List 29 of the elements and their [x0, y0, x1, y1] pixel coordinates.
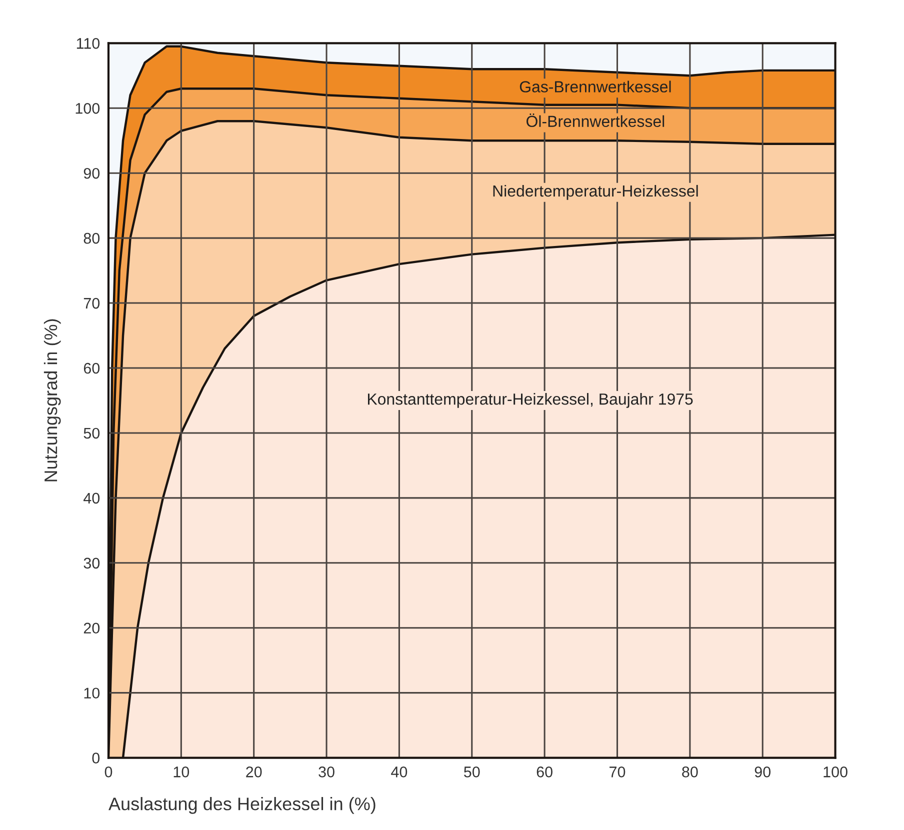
series-label: Niedertemperatur-Heizkessel: [493, 184, 698, 200]
y-tick-label: 90: [84, 168, 100, 179]
y-axis-title: Nutzungsgrad in (%): [44, 319, 61, 482]
series-label: Gas-Brennwertkessel: [520, 80, 671, 92]
y-tick-label: 50: [84, 428, 100, 439]
x-tick-label: 40: [391, 766, 408, 778]
y-tick-label: 40: [84, 492, 100, 504]
y-tick-label: 20: [84, 622, 100, 634]
x-tick-label: 0: [104, 766, 112, 778]
x-tick-label: 70: [610, 766, 626, 778]
x-tick-label: 10: [174, 766, 190, 778]
series-label: Konstanttemperatur-Heizkessel, Baujahr 1975: [368, 393, 693, 408]
x-tick-label: 20: [246, 766, 262, 778]
x-tick-label: 90: [754, 766, 771, 778]
y-tick-label: 60: [84, 362, 100, 374]
y-tick-label: 80: [84, 232, 100, 244]
x-tick-label: 100: [824, 766, 848, 778]
x-tick-label: 30: [318, 766, 334, 778]
x-tick-label: 60: [536, 766, 552, 778]
y-tick-label: 110: [76, 38, 100, 49]
y-tick-label: 100: [76, 102, 100, 114]
y-tick-label: 0: [92, 752, 100, 764]
x-axis-title: Auslastung des Heizkessel in (%): [108, 797, 376, 814]
x-tick-label: 80: [682, 766, 698, 778]
y-tick-label: 30: [84, 558, 100, 569]
x-tick-label: 50: [464, 766, 480, 778]
y-tick-label: 10: [84, 688, 100, 699]
y-tick-label: 70: [84, 298, 100, 309]
series-label: Öl-Brennwertkessel: [526, 114, 664, 128]
